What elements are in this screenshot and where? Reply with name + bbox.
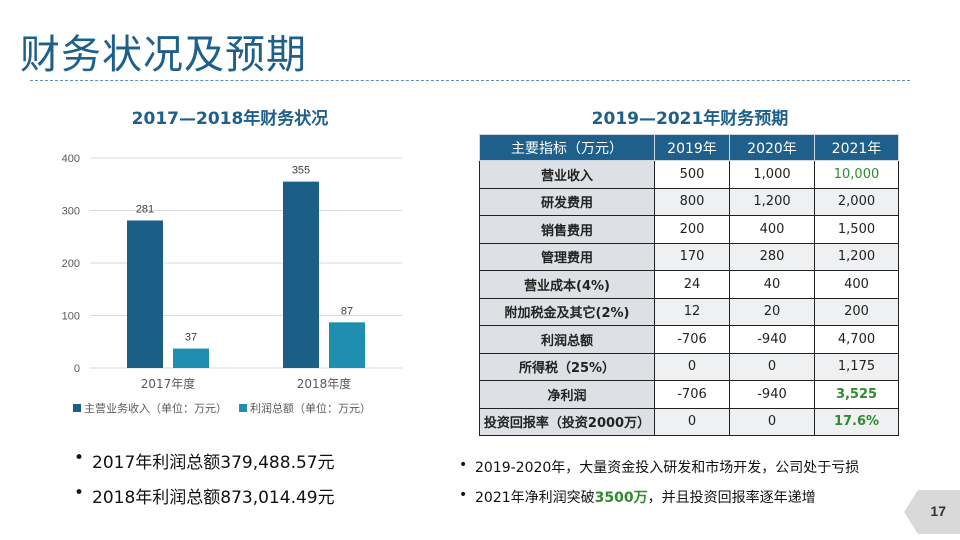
cell: 400 xyxy=(729,215,815,244)
cell: 20 xyxy=(729,297,815,326)
legend-swatch xyxy=(239,404,247,412)
cell: -940 xyxy=(729,325,815,354)
bar xyxy=(173,348,209,368)
table-row: 销售费用 200 400 1,500 xyxy=(479,215,899,244)
bar xyxy=(127,220,163,368)
cell: 500 xyxy=(654,160,730,189)
y-tick-label: 0 xyxy=(74,363,80,375)
bullet-2021-profit: 2021年净利润突破3500万，并且投资回报率逐年递增 xyxy=(459,487,859,507)
cell: -706 xyxy=(654,380,730,409)
cell: 1,200 xyxy=(814,242,899,271)
cell: 17.6% xyxy=(814,407,899,436)
bullet-2018-profit: 2018年利润总额873,014.49元 xyxy=(74,483,335,508)
row-label: 附加税金及其它(2%) xyxy=(479,297,655,326)
bar-chart: 0 100 200 300 400 281 37 2017年度 355 87 2018年度主营业务收… xyxy=(62,153,402,415)
cell: 280 xyxy=(729,242,815,271)
data-label: 355 xyxy=(292,165,310,177)
table-row: 利润总额 -706 -940 4,700 xyxy=(479,325,899,354)
cell: 1,000 xyxy=(729,160,815,189)
right-bullets: 2019-2020年，大量资金投入研发和市场开发，公司处于亏损 2021年净利润… xyxy=(459,457,859,517)
data-label: 87 xyxy=(341,305,353,317)
cell: 400 xyxy=(814,270,899,299)
forecast-title: 2019—2021年财务预期 xyxy=(591,109,789,129)
data-label: 281 xyxy=(136,203,154,215)
cell: -940 xyxy=(729,380,815,409)
cell: 1,175 xyxy=(814,352,899,381)
table-row: 所得税（25%） 0 0 1,175 xyxy=(479,352,899,381)
cell: -706 xyxy=(654,325,730,354)
cell: 4,700 xyxy=(814,325,899,354)
cell: 1,500 xyxy=(814,215,899,244)
cell: 24 xyxy=(654,270,730,299)
bullet-loss-period: 2019-2020年，大量资金投入研发和市场开发，公司处于亏损 xyxy=(459,457,859,477)
cell: 0 xyxy=(729,352,815,381)
row-label: 营业收入 xyxy=(479,160,655,189)
table-header-row: 主要指标（万元） 2019年 2020年 2021年 xyxy=(479,134,899,161)
cell: 10,000 xyxy=(814,160,899,189)
row-label: 所得税（25%） xyxy=(479,352,655,381)
row-label: 营业成本(4%) xyxy=(479,270,655,299)
bullet-suffix: ，并且投资回报率逐年递增 xyxy=(647,490,816,506)
cell: 0 xyxy=(654,407,730,436)
row-label: 利润总额 xyxy=(479,325,655,354)
cell: 2,000 xyxy=(814,187,899,216)
table-row: 投资回报率（投资2000万） 0 0 17.6% xyxy=(479,407,899,436)
row-label: 投资回报率（投资2000万） xyxy=(479,407,655,436)
header-2020: 2020年 xyxy=(729,134,815,161)
y-tick-label: 300 xyxy=(62,206,80,218)
legend-label: 主营业务收入（单位：万元） xyxy=(84,401,227,415)
legend-swatch xyxy=(73,404,81,412)
page-number: 17 xyxy=(930,503,946,519)
header-2019: 2019年 xyxy=(654,134,730,161)
bullet-2017-profit: 2017年利润总额379,488.57元 xyxy=(74,448,335,473)
cell: 0 xyxy=(729,407,815,436)
header-2021: 2021年 xyxy=(814,134,899,161)
chart-title: 2017—2018年财务状况 xyxy=(131,109,329,129)
cell: 800 xyxy=(654,187,730,216)
page-title: 财务状况及预期 xyxy=(20,32,307,78)
table-row: 研发费用 800 1,200 2,000 xyxy=(479,187,899,216)
cell: 1,200 xyxy=(729,187,815,216)
cell: 200 xyxy=(814,297,899,326)
table-row: 附加税金及其它(2%) 12 20 200 xyxy=(479,297,899,326)
y-tick-label: 100 xyxy=(62,311,80,323)
data-label: 37 xyxy=(185,332,197,344)
cell: 170 xyxy=(654,242,730,271)
row-label: 管理费用 xyxy=(479,242,655,271)
table-row: 营业收入 500 1,000 10,000 xyxy=(479,160,899,189)
title-divider xyxy=(30,80,910,81)
bullet-highlight: 3500万 xyxy=(594,490,648,506)
cell: 40 xyxy=(729,270,815,299)
bar xyxy=(329,322,365,368)
bullet-prefix: 2021年净利润突破 xyxy=(475,490,595,506)
cell: 12 xyxy=(654,297,730,326)
table-row: 净利润 -706 -940 3,525 xyxy=(479,380,899,409)
row-label: 净利润 xyxy=(479,380,655,409)
cell: 200 xyxy=(654,215,730,244)
table-row: 营业成本(4%) 24 40 400 xyxy=(479,270,899,299)
cell: 3,525 xyxy=(814,380,899,409)
cell: 0 xyxy=(654,352,730,381)
forecast-table: 主要指标（万元） 2019年 2020年 2021年 营业收入 500 1,00… xyxy=(479,134,899,436)
row-label: 销售费用 xyxy=(479,215,655,244)
legend-label: 利润总额（单位：万元） xyxy=(250,401,371,415)
table-row: 管理费用 170 280 1,200 xyxy=(479,242,899,271)
bar xyxy=(283,181,319,368)
header-indicator: 主要指标（万元） xyxy=(479,134,655,161)
left-bullets: 2017年利润总额379,488.57元 2018年利润总额873,014.49… xyxy=(74,448,335,518)
x-tick-label: 2017年度 xyxy=(141,376,196,391)
x-tick-label: 2018年度 xyxy=(297,376,352,391)
page-number-tab xyxy=(904,490,960,534)
row-label: 研发费用 xyxy=(479,187,655,216)
y-tick-label: 400 xyxy=(62,153,80,165)
y-tick-label: 200 xyxy=(62,258,80,270)
